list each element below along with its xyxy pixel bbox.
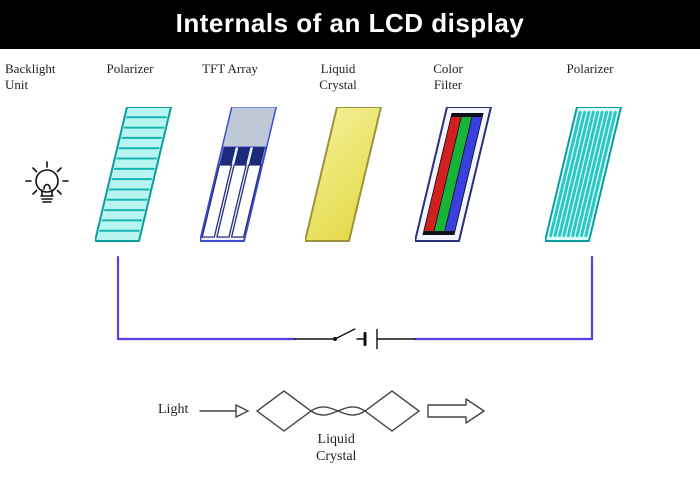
- diagram-stage: BacklightUnit Polarizer TFT Array Liquid…: [0, 49, 700, 500]
- title-bar: Internals of an LCD display: [0, 0, 700, 49]
- label-lc-bottom: LiquidCrystal: [316, 432, 356, 466]
- label-light: Light: [158, 402, 188, 418]
- page-title: Internals of an LCD display: [176, 8, 525, 38]
